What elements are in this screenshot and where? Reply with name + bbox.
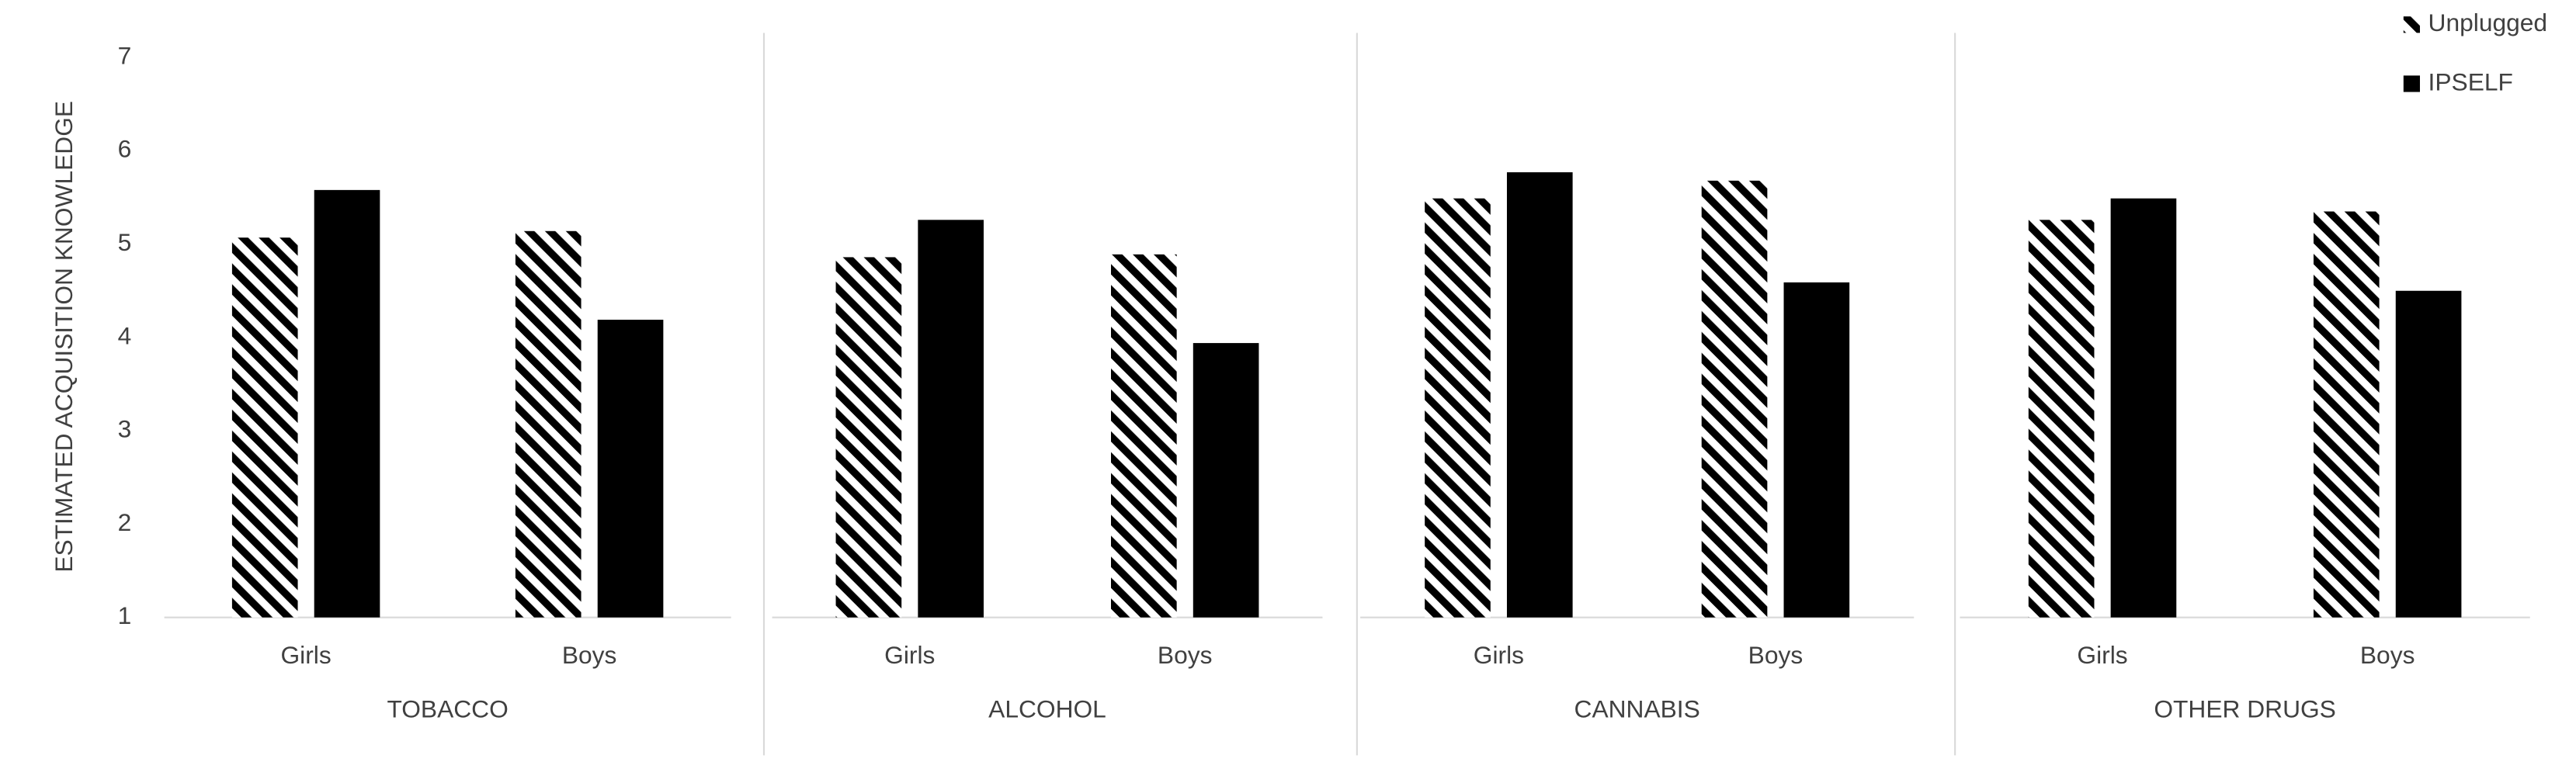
- legend-swatch: [2403, 75, 2420, 92]
- legend-label: IPSELF: [2428, 68, 2513, 95]
- bar: [231, 237, 298, 618]
- bar: [1506, 172, 1573, 618]
- group-label: ALCOHOL: [988, 695, 1106, 723]
- x-tick-label: Girls: [884, 641, 935, 669]
- x-tick-label: Boys: [2360, 641, 2415, 669]
- bar: [1110, 254, 1177, 618]
- y-tick-label: 1: [118, 601, 132, 629]
- bar: [1783, 282, 1850, 618]
- x-tick-label: Boys: [562, 641, 617, 669]
- x-tick-label: Girls: [2077, 641, 2127, 669]
- y-tick-label: 2: [118, 508, 132, 536]
- legend-swatch: [2403, 16, 2420, 33]
- bar: [597, 320, 664, 618]
- x-tick-label: Girls: [281, 641, 332, 669]
- legend-label: Unplugged: [2428, 9, 2548, 36]
- bar: [1193, 343, 1259, 618]
- y-tick-label: 4: [118, 321, 132, 349]
- bar: [918, 220, 984, 618]
- bar: [515, 230, 582, 618]
- group-label: TOBACCO: [387, 695, 508, 723]
- bar: [835, 257, 902, 618]
- bar: [314, 189, 380, 618]
- y-tick-label: 3: [118, 415, 132, 443]
- y-tick-label: 5: [118, 228, 132, 256]
- group-label: OTHER DRUGS: [2154, 695, 2336, 723]
- y-tick-label: 7: [118, 41, 132, 69]
- x-tick-label: Boys: [1748, 641, 1804, 669]
- y-axis-label: ESTIMATED ACQUISITION KNOWLEDGE: [50, 101, 78, 573]
- group-label: CANNABIS: [1574, 695, 1700, 723]
- bar: [1425, 198, 1491, 618]
- bar: [2110, 198, 2177, 618]
- y-tick-label: 6: [118, 135, 132, 163]
- bar: [1701, 180, 1768, 618]
- bar: [2395, 290, 2462, 618]
- bar: [2313, 211, 2380, 618]
- x-tick-label: Girls: [1474, 641, 1524, 669]
- bar: [2028, 220, 2095, 618]
- x-tick-label: Boys: [1158, 641, 1213, 669]
